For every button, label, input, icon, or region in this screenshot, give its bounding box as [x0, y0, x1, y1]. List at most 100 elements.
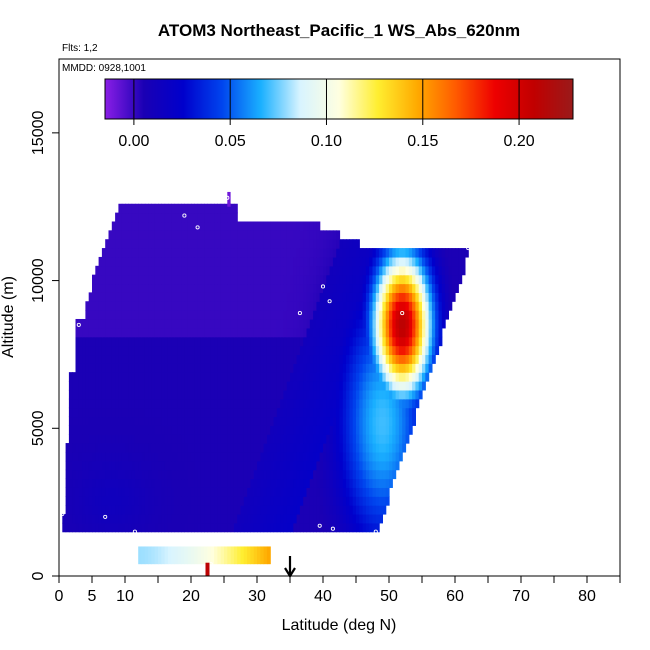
heatmap-cell	[270, 407, 275, 418]
heatmap-cell	[418, 372, 423, 382]
heatmap-cell	[207, 389, 212, 400]
heatmap-cell	[319, 248, 324, 258]
heatmap-cell	[395, 336, 400, 347]
heatmap-cell	[207, 398, 212, 409]
heatmap-cell	[134, 496, 139, 506]
heatmap-cell	[336, 354, 341, 364]
heatmap-cell	[356, 301, 360, 311]
heatmap-cell	[233, 522, 238, 533]
heatmap-cell	[461, 265, 466, 276]
heatmap-cell	[352, 460, 357, 471]
heatmap-cell	[134, 372, 139, 382]
heatmap-cell	[108, 407, 113, 418]
heatmap-cell	[375, 389, 380, 400]
heatmap-cell	[313, 372, 317, 382]
heatmap-cell	[263, 239, 268, 249]
heatmap-cell	[151, 212, 156, 223]
heatmap-cell	[111, 372, 116, 382]
heatmap-cell	[349, 248, 354, 258]
heatmap-cell	[240, 230, 245, 240]
heatmap-cell	[105, 310, 110, 320]
heatmap-cell	[88, 505, 93, 515]
y-tick-label: 0	[30, 571, 47, 580]
heatmap-cell	[214, 496, 218, 506]
heatmap-cell	[336, 460, 341, 471]
heatmap-cell	[431, 327, 436, 338]
heatmap-cell	[197, 496, 202, 506]
heatmap-cell	[101, 336, 106, 347]
heatmap-cell	[398, 292, 403, 302]
heatmap-cell	[253, 283, 258, 293]
heatmap-cell	[428, 318, 433, 329]
heatmap-cell	[349, 478, 354, 488]
heatmap-cell	[115, 212, 119, 223]
heatmap-cell	[233, 310, 238, 320]
heatmap-cell	[98, 381, 103, 391]
heatmap-cell	[141, 522, 146, 533]
heatmap-cell	[263, 496, 268, 506]
heatmap-cell	[131, 496, 136, 506]
heatmap-cell	[78, 336, 83, 347]
heatmap-cell	[118, 230, 123, 240]
heatmap-cell	[111, 451, 116, 462]
heatmap-cell	[131, 469, 136, 480]
heatmap-cell	[167, 318, 172, 329]
heatmap-cell	[339, 372, 344, 382]
heatmap-cell	[181, 256, 185, 267]
x-tick-label: 10	[116, 588, 134, 605]
heatmap-cell	[134, 522, 139, 533]
heatmap-cell	[191, 407, 195, 418]
heatmap-cell	[405, 265, 410, 276]
heatmap-cell	[365, 248, 370, 258]
heatmap-cell	[78, 451, 83, 462]
heatmap-cell	[349, 487, 354, 497]
heatmap-cell	[148, 239, 152, 249]
heatmap-cell	[316, 469, 321, 480]
heatmap-cell	[326, 443, 331, 453]
heatmap-cell	[134, 443, 139, 453]
heatmap-cell	[352, 283, 357, 293]
heatmap-cell	[329, 487, 334, 497]
heatmap-cell	[356, 363, 360, 373]
x-axis: 0 5 10 20 30 40 50 60 70 80	[55, 576, 621, 605]
heatmap-cell	[174, 230, 179, 240]
heatmap-cell	[369, 460, 374, 471]
heatmap-cell	[72, 425, 77, 435]
heatmap-cell	[240, 265, 245, 276]
heatmap-cell	[220, 460, 225, 471]
heatmap-cell	[243, 389, 248, 400]
heatmap-cell	[217, 363, 222, 373]
heatmap-cell	[359, 425, 364, 435]
heatmap-cell	[276, 318, 281, 329]
heatmap-cell	[200, 372, 205, 382]
heatmap-cell	[448, 292, 453, 302]
heatmap-cell	[395, 407, 400, 418]
heatmap-cell	[375, 398, 380, 409]
heatmap-cell	[240, 407, 245, 418]
heatmap-cell	[121, 230, 126, 240]
heatmap-cell	[200, 407, 205, 418]
heatmap-cell	[385, 487, 390, 497]
heatmap-cell	[115, 256, 119, 267]
heatmap-cell	[283, 345, 288, 356]
heatmap-cell	[332, 522, 337, 533]
heatmap-cell	[224, 381, 228, 391]
heatmap-cell	[316, 478, 321, 488]
heatmap-cell	[270, 292, 275, 302]
heatmap-cell	[379, 354, 383, 364]
heatmap-cell	[148, 425, 152, 435]
heatmap-cell	[260, 363, 265, 373]
heatmap-cell	[412, 327, 416, 338]
heatmap-cell	[257, 398, 261, 409]
heatmap-cell	[408, 425, 413, 435]
heatmap-cell	[174, 203, 179, 214]
heatmap-cell	[82, 478, 86, 488]
heatmap-cell	[405, 292, 410, 302]
heatmap-cell	[408, 398, 413, 409]
heatmap-cell	[237, 318, 242, 329]
heatmap-cell	[98, 345, 103, 356]
heatmap-cell	[138, 248, 143, 258]
heatmap-cell	[372, 469, 377, 480]
heatmap-cell	[303, 327, 308, 338]
heatmap-cell	[296, 274, 301, 285]
